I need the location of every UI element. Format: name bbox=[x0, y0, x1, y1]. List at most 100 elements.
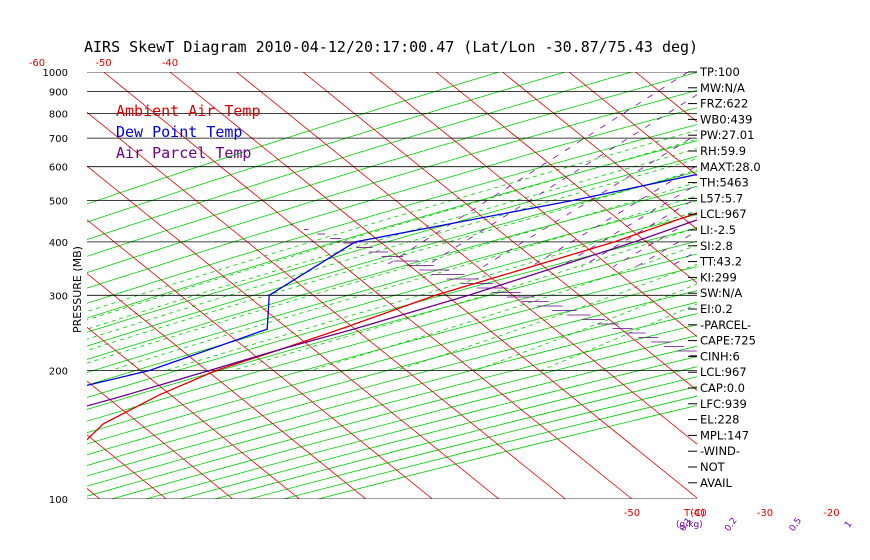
dry-adiabat bbox=[249, 386, 697, 499]
index-label: SW:N/A bbox=[700, 286, 742, 300]
mixing-ratio-line bbox=[424, 94, 697, 268]
index-label: CINH:6 bbox=[700, 349, 740, 363]
pressure-tick-label: 100 bbox=[49, 495, 68, 506]
index-label: LCL:967 bbox=[700, 365, 747, 379]
pressure-tick-label: 800 bbox=[49, 109, 68, 120]
dry-adiabat bbox=[145, 356, 697, 499]
dry-adiabat bbox=[87, 107, 697, 289]
mixing-ratio-label: 1 bbox=[843, 520, 854, 530]
mixing-ratio-line bbox=[778, 72, 870, 267]
isotherm bbox=[0, 72, 33, 499]
dry-adiabat bbox=[87, 214, 697, 386]
index-label: CAPE:725 bbox=[700, 334, 756, 348]
bottom-temp-tick-label: -30 bbox=[757, 508, 773, 519]
index-label: NOT bbox=[700, 460, 726, 474]
dry-adiabat bbox=[87, 266, 697, 434]
mixing-ratio-line bbox=[817, 72, 870, 267]
dry-adiabat bbox=[87, 301, 697, 466]
isotherm bbox=[502, 72, 697, 230]
index-label: -PARCEL- bbox=[700, 318, 751, 332]
mixing-ratio-line bbox=[530, 165, 697, 268]
index-label: TH:5463 bbox=[699, 176, 749, 190]
dry-adiabat bbox=[87, 156, 697, 333]
index-label: AVAIL bbox=[700, 476, 733, 490]
dry-adiabat bbox=[87, 324, 697, 487]
isotherm bbox=[87, 380, 234, 499]
pressure-tick-label: 200 bbox=[49, 367, 68, 378]
dry-adiabat bbox=[87, 240, 697, 410]
isotherm bbox=[87, 111, 566, 499]
moist-adiabat bbox=[395, 263, 697, 371]
index-label: MW:N/A bbox=[700, 81, 745, 95]
isotherm bbox=[369, 72, 697, 338]
isotherm bbox=[302, 72, 697, 391]
isotherm bbox=[769, 72, 870, 499]
top-temp-tick-label: -50 bbox=[95, 58, 111, 69]
isotherm bbox=[87, 165, 500, 499]
index-label: LI:-2.5 bbox=[700, 223, 736, 237]
index-label: L57:5.7 bbox=[700, 191, 743, 205]
dry-adiabat bbox=[87, 185, 697, 360]
index-label: TP:100 bbox=[699, 65, 740, 79]
dry-adiabat bbox=[87, 200, 697, 373]
pressure-tick-label: 500 bbox=[49, 197, 68, 208]
mixing-ratio-line bbox=[800, 72, 870, 267]
moist-adiabat bbox=[232, 226, 697, 371]
mixing-ratio-line bbox=[751, 72, 870, 267]
isotherm bbox=[835, 72, 870, 499]
mixing-ratio-unit-label: (g/kg) bbox=[676, 520, 703, 530]
top-temp-tick-labels: -120-110-100-90-80-70-60-50-40 bbox=[29, 58, 178, 69]
dry-adiabat bbox=[87, 72, 697, 257]
index-label: SI:2.8 bbox=[700, 239, 733, 253]
mixing-ratio-line bbox=[846, 72, 870, 267]
index-label: MPL:147 bbox=[700, 428, 749, 442]
dry-adiabat bbox=[87, 227, 697, 398]
pressure-tick-labels: 100 200 300 400 500 600 700 800 900 1000 bbox=[43, 68, 68, 506]
dry-adiabat bbox=[87, 290, 697, 456]
index-label: LFC:939 bbox=[700, 397, 747, 411]
pressure-tick-label: 600 bbox=[49, 163, 68, 174]
isotherm bbox=[435, 72, 697, 284]
index-label: TT:43.2 bbox=[699, 255, 742, 269]
mixing-ratio-labels: 0.10.20.511.52346810121520253040(g/kg) bbox=[676, 516, 855, 533]
index-label: KI:299 bbox=[700, 270, 737, 284]
index-label: PW:27.01 bbox=[700, 128, 754, 142]
bottom-temp-tick-label: -50 bbox=[624, 508, 640, 519]
profile-curves bbox=[87, 173, 697, 441]
index-label: LCL:967 bbox=[700, 207, 747, 221]
mixing-ratio-label: 0.5 bbox=[788, 516, 804, 533]
legend: Ambient Air Temp Dew Point Temp Air Parcel… bbox=[116, 102, 261, 162]
dry-adiabat bbox=[87, 313, 697, 477]
dewpoint-curve bbox=[87, 173, 697, 387]
dry-adiabat bbox=[283, 395, 697, 499]
pressure-tick-label: 400 bbox=[49, 238, 68, 249]
index-label: -WIND- bbox=[700, 444, 740, 458]
dry-adiabat bbox=[87, 72, 566, 223]
isotherm bbox=[568, 72, 697, 176]
pressure-tick-label: 1000 bbox=[43, 68, 68, 79]
isotherm bbox=[87, 219, 433, 499]
index-label: RH:59.9 bbox=[700, 144, 746, 158]
index-label: FRZ:622 bbox=[700, 97, 748, 111]
isotherm bbox=[103, 72, 633, 499]
dry-adiabat bbox=[214, 376, 697, 499]
bottom-temp-tick-label: -40 bbox=[690, 508, 706, 519]
index-label: WB0:439 bbox=[700, 112, 752, 126]
y-axis-label: PRESSURE (MB) bbox=[71, 246, 84, 333]
dry-adiabat bbox=[87, 253, 697, 422]
index-label: EI:0.2 bbox=[700, 302, 733, 316]
legend-entry: Dew Point Temp bbox=[116, 123, 242, 141]
top-temp-tick-label: -40 bbox=[162, 58, 178, 69]
isotherm bbox=[87, 273, 367, 499]
pressure-tick-label: 700 bbox=[49, 134, 68, 145]
dry-adiabat bbox=[87, 278, 697, 445]
parcel-curve bbox=[87, 219, 697, 407]
dry-adiabat bbox=[87, 72, 500, 205]
isotherm bbox=[169, 72, 697, 499]
dry-adiabat bbox=[87, 140, 697, 319]
isotherm bbox=[87, 326, 300, 499]
index-label: CAP:0.0 bbox=[700, 381, 745, 395]
moist-adiabat bbox=[310, 244, 697, 371]
